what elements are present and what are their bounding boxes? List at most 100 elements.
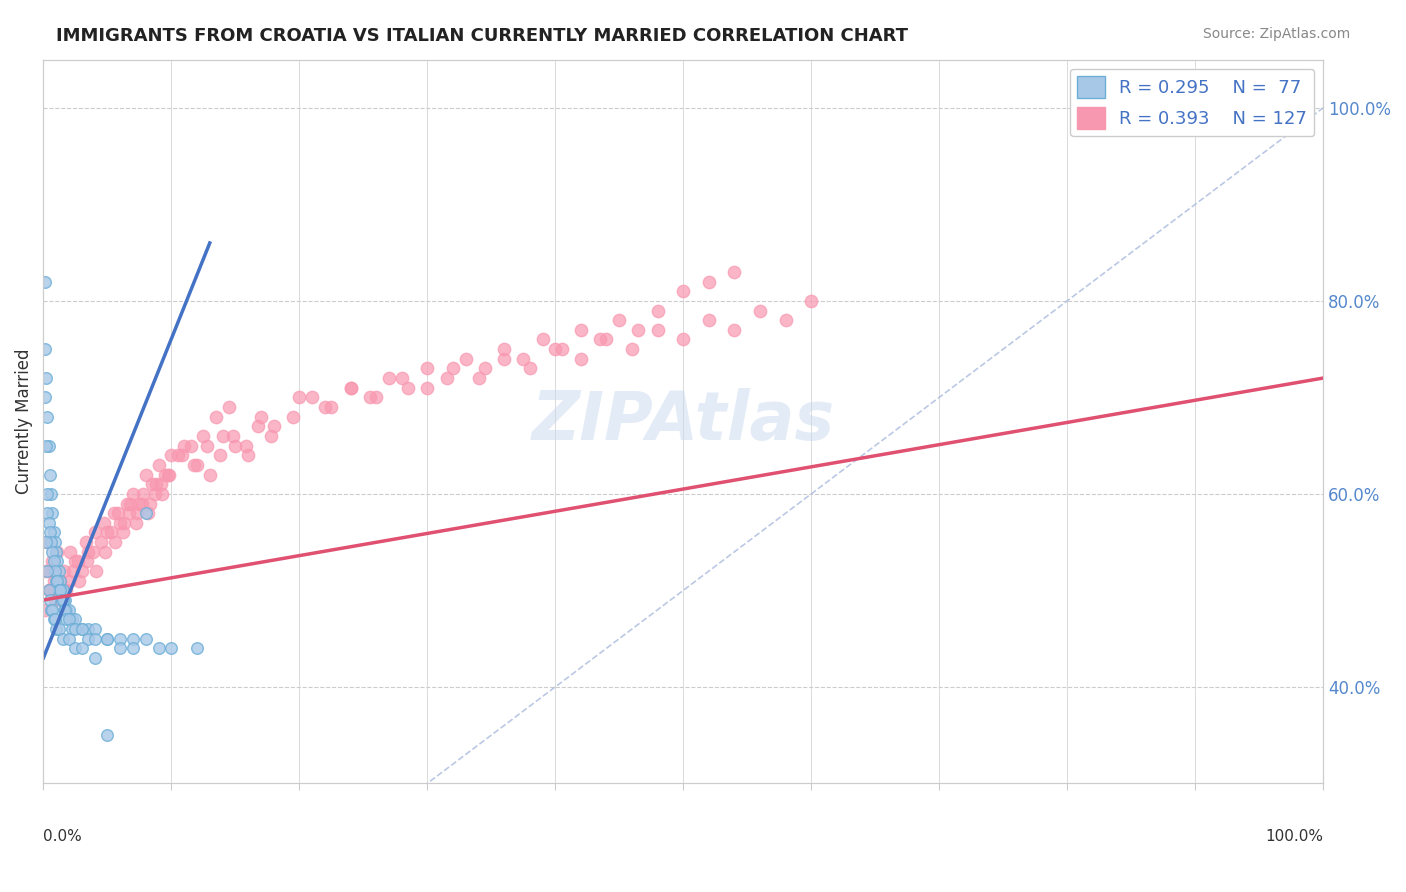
Point — [723, 265, 745, 279]
Point — [208, 448, 231, 462]
Point — [82, 545, 104, 559]
Point — [115, 496, 138, 510]
Point — [125, 506, 148, 520]
Point — [70, 641, 93, 656]
Point — [51, 583, 73, 598]
Point — [301, 390, 323, 404]
Point — [48, 564, 70, 578]
Point — [48, 574, 70, 588]
Point — [321, 400, 343, 414]
Point — [238, 448, 260, 462]
Point — [132, 487, 155, 501]
Point — [672, 333, 695, 347]
Point — [156, 467, 179, 482]
Point — [46, 545, 69, 559]
Point — [38, 583, 60, 598]
Point — [70, 622, 93, 636]
Point — [366, 390, 388, 404]
Point — [34, 390, 56, 404]
Point — [118, 506, 141, 520]
Point — [41, 506, 63, 520]
Point — [120, 496, 142, 510]
Point — [45, 583, 67, 598]
Point — [65, 641, 87, 656]
Point — [551, 342, 574, 356]
Point — [65, 554, 87, 568]
Point — [76, 554, 98, 568]
Point — [41, 545, 63, 559]
Point — [195, 439, 218, 453]
Point — [46, 574, 69, 588]
Point — [37, 487, 59, 501]
Point — [263, 419, 285, 434]
Point — [474, 361, 496, 376]
Point — [52, 602, 75, 616]
Point — [96, 632, 118, 646]
Point — [186, 641, 208, 656]
Point — [697, 275, 720, 289]
Point — [150, 477, 173, 491]
Point — [45, 545, 67, 559]
Point — [108, 632, 131, 646]
Point — [112, 516, 135, 530]
Point — [37, 564, 59, 578]
Point — [38, 525, 60, 540]
Point — [138, 506, 160, 520]
Point — [103, 506, 125, 520]
Point — [595, 333, 617, 347]
Y-axis label: Currently Married: Currently Married — [15, 349, 32, 494]
Point — [52, 593, 75, 607]
Point — [83, 651, 105, 665]
Point — [77, 545, 100, 559]
Point — [58, 632, 80, 646]
Point — [647, 303, 669, 318]
Point — [35, 439, 58, 453]
Point — [339, 381, 361, 395]
Point — [235, 439, 257, 453]
Point — [359, 390, 381, 404]
Point — [107, 506, 129, 520]
Point — [378, 371, 401, 385]
Point — [454, 351, 477, 366]
Point — [44, 564, 66, 578]
Point — [205, 409, 228, 424]
Point — [145, 477, 167, 491]
Legend: R = 0.295    N =  77, R = 0.393    N = 127: R = 0.295 N = 77, R = 0.393 N = 127 — [1070, 69, 1315, 136]
Point — [339, 381, 361, 395]
Point — [49, 574, 72, 588]
Point — [77, 622, 100, 636]
Point — [75, 535, 97, 549]
Point — [44, 612, 66, 626]
Point — [52, 593, 75, 607]
Point — [723, 323, 745, 337]
Point — [60, 622, 83, 636]
Point — [519, 361, 541, 376]
Point — [60, 612, 83, 626]
Point — [800, 293, 823, 308]
Point — [52, 583, 75, 598]
Point — [281, 409, 304, 424]
Point — [39, 535, 62, 549]
Point — [38, 439, 60, 453]
Point — [93, 516, 115, 530]
Point — [749, 303, 772, 318]
Point — [391, 371, 413, 385]
Point — [38, 593, 60, 607]
Point — [34, 275, 56, 289]
Point — [55, 583, 77, 598]
Point — [170, 448, 193, 462]
Point — [38, 583, 60, 598]
Point — [83, 622, 105, 636]
Text: Source: ZipAtlas.com: Source: ZipAtlas.com — [1202, 27, 1350, 41]
Point — [39, 564, 62, 578]
Point — [67, 574, 90, 588]
Point — [44, 535, 66, 549]
Point — [218, 400, 240, 414]
Point — [83, 525, 105, 540]
Point — [49, 574, 72, 588]
Point — [416, 381, 439, 395]
Point — [467, 371, 489, 385]
Point — [441, 361, 464, 376]
Point — [183, 458, 205, 472]
Point — [37, 409, 59, 424]
